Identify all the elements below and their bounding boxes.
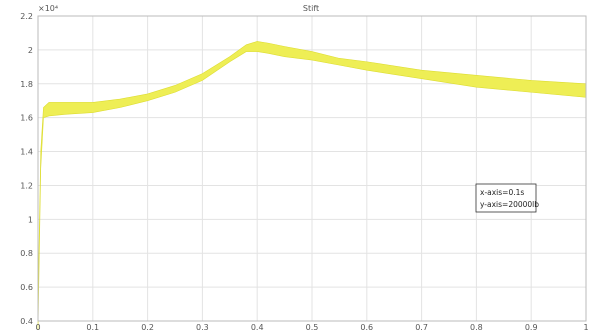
plot-frame (37, 15, 587, 322)
annotation-line-1: x-axis=0.1s (480, 188, 524, 197)
x-tick-labels: 0 0.1 0.2 0.3 0.4 0.5 0.6 0.7 0.8 0.9 1 (35, 323, 588, 332)
x-tick-label-9: 0.9 (525, 323, 538, 332)
exponent-label: ×10⁴ (38, 4, 58, 13)
y-tick-label-0: 0.4 (20, 317, 33, 326)
y-tick-label-9: 2.2 (20, 12, 33, 21)
y-tick-label-8: 2 (28, 46, 33, 55)
x-tick-label-3: 0.3 (196, 323, 209, 332)
x-tick-label-5: 0.5 (306, 323, 319, 332)
annotation-box: x-axis=0.1s y-axis=20000lb (475, 183, 539, 213)
annotation-frame (475, 183, 537, 213)
y-tick-label-6: 1.6 (20, 114, 33, 123)
y-tick-label-1: 0.6 (20, 283, 33, 292)
y-tick-label-3: 1 (28, 215, 33, 224)
x-tick-label-0: 0 (35, 323, 40, 332)
x-tick-label-1: 0.1 (86, 323, 99, 332)
annotation-line-2: y-axis=20000lb (480, 200, 539, 209)
x-tick-label-7: 0.7 (415, 323, 428, 332)
y-tick-labels: 0.4 0.6 0.8 1 1.2 1.4 1.6 1.8 2 2.2 (20, 12, 33, 326)
y-tick-label-7: 1.8 (20, 80, 33, 89)
x-tick-label-6: 0.6 (360, 323, 373, 332)
x-tick-label-8: 0.8 (470, 323, 483, 332)
y-tick-label-2: 0.8 (20, 249, 33, 258)
y-tick-label-5: 1.4 (20, 148, 33, 157)
x-tick-label-10: 1 (583, 323, 588, 332)
x-tick-label-4: 0.4 (251, 323, 264, 332)
chart-title: Stift (303, 4, 319, 13)
y-tick-label-4: 1.2 (20, 181, 33, 190)
x-tick-label-2: 0.2 (141, 323, 154, 332)
